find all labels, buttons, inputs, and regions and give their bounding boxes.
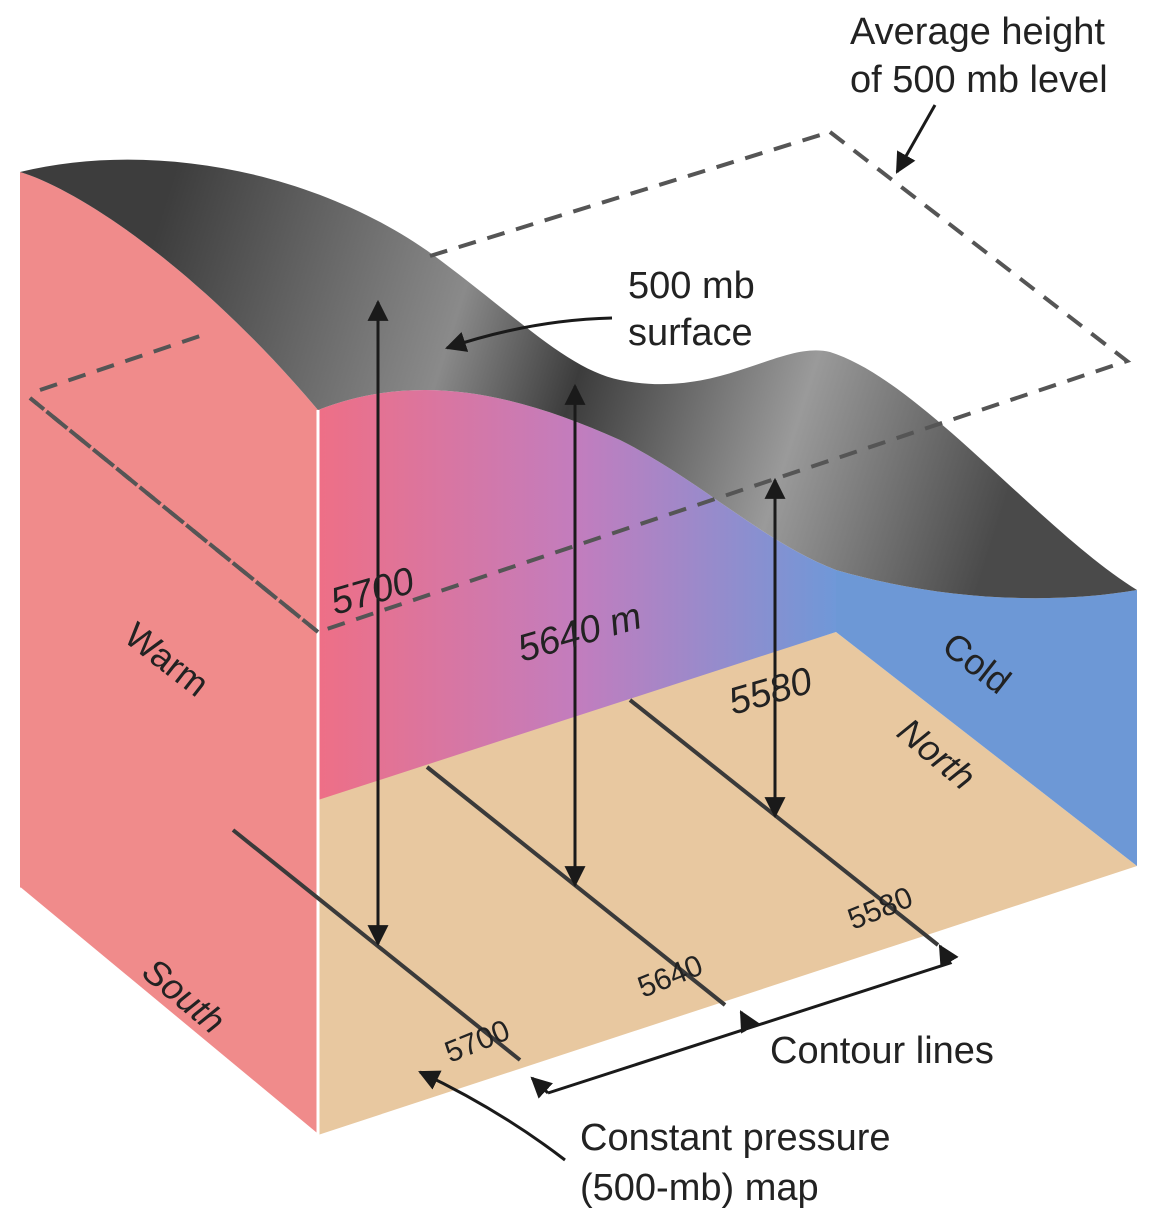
map-label-line1: Constant pressure: [580, 1117, 891, 1159]
map-label-line2: (500-mb) map: [580, 1167, 819, 1209]
pointer-arrows: [418, 104, 937, 1162]
contour-lines-label: Contour lines: [770, 1030, 994, 1072]
surface-pointer: [445, 316, 613, 352]
surface-label-line2: surface: [628, 312, 753, 354]
height-arrows: [367, 299, 786, 947]
avg-height-label-line1: Average height: [850, 11, 1105, 53]
surface-label-line1: 500 mb: [628, 265, 755, 307]
surface-500mb: [20, 159, 1137, 599]
avg-height-pointer: [895, 104, 937, 174]
contour-line-5580: [628, 698, 940, 947]
map-pointer: [418, 1070, 566, 1162]
avg-height-label-line2: of 500 mb level: [850, 59, 1108, 101]
floor-front-edge: [19, 887, 319, 1136]
contour-bracket: [530, 944, 959, 1099]
cold-wall: [836, 570, 1137, 866]
warm-wall: [20, 172, 318, 1135]
average-height-plane: [28, 130, 1132, 635]
